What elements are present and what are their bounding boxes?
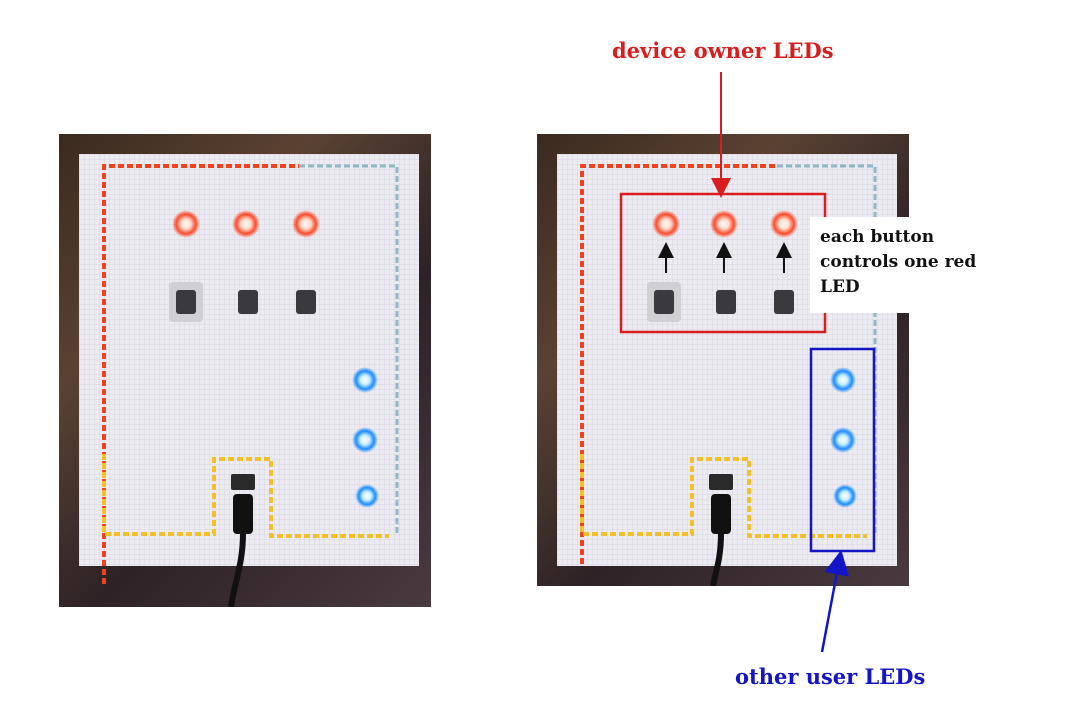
blue-leds — [352, 367, 379, 508]
red-leds — [172, 210, 320, 238]
embroidered-board-illustration — [557, 154, 897, 586]
board-photo-annotated — [537, 134, 909, 586]
embroidered-board-illustration — [79, 154, 419, 607]
red-leds — [652, 210, 798, 238]
push-buttons — [169, 282, 316, 322]
button-explanation-note: each button controls one red LED — [810, 217, 996, 313]
other-user-leds-label: other user LEDs — [735, 664, 926, 689]
board-photo-original — [59, 134, 431, 607]
device-owner-leds-label: device owner LEDs — [612, 38, 834, 63]
